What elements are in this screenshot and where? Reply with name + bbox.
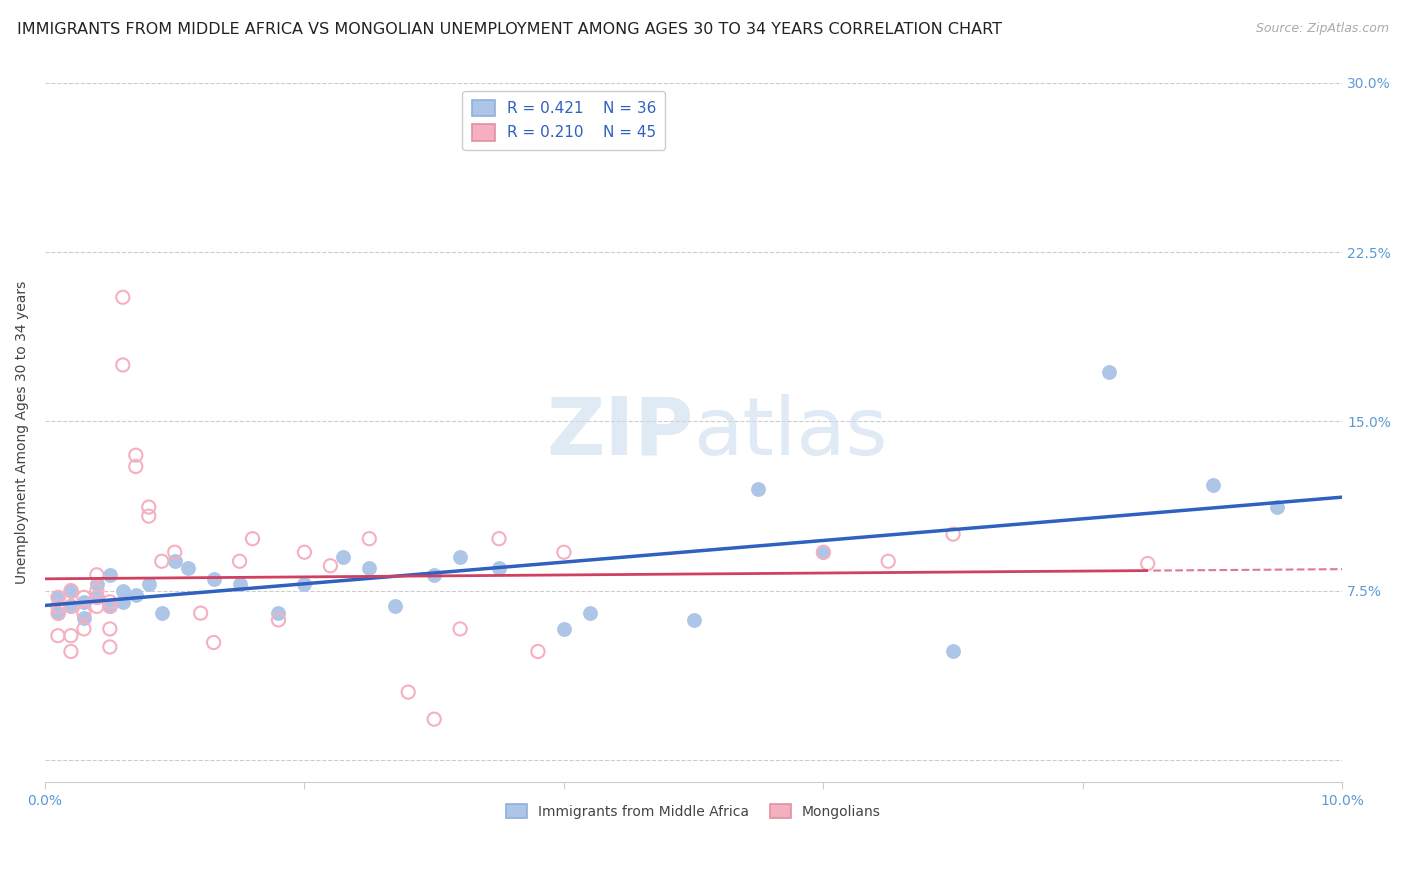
Point [73,595,96,609]
Text: IMMIGRANTS FROM MIDDLE AFRICA VS MONGOLIAN UNEMPLOYMENT AMONG AGES 30 TO 34 YEAR: IMMIGRANTS FROM MIDDLE AFRICA VS MONGOLI… [17,22,1002,37]
Point [138,500,160,514]
Point [294,545,316,559]
Point [46,629,69,643]
Point [942,644,965,658]
Point [267,606,290,620]
Point [449,622,471,636]
Point [111,290,134,304]
Point [396,685,419,699]
Point [59,583,82,598]
Point [59,583,82,598]
Point [163,554,186,568]
Point [46,606,69,620]
Point [86,576,108,591]
Point [73,622,96,636]
Point [423,567,446,582]
Point [579,606,602,620]
Point [98,595,121,609]
Point [359,561,381,575]
Point [488,532,510,546]
Point [228,576,250,591]
Point [111,595,134,609]
Point [86,567,108,582]
Point [59,599,82,614]
Point [877,554,900,568]
Point [125,459,148,474]
Point [59,629,82,643]
Point [682,613,704,627]
Point [46,606,69,620]
Point [111,358,134,372]
Point [1098,365,1121,379]
Point [59,644,82,658]
Text: ZIP: ZIP [547,393,693,472]
Point [1267,500,1289,514]
Point [98,640,121,654]
Point [813,545,835,559]
Point [163,545,186,559]
Text: atlas: atlas [693,393,889,472]
Point [150,554,173,568]
Point [1201,477,1223,491]
Point [73,610,96,624]
Point [423,712,446,726]
Text: Source: ZipAtlas.com: Source: ZipAtlas.com [1256,22,1389,36]
Point [59,599,82,614]
Point [319,558,342,573]
Point [942,527,965,541]
Point [46,591,69,605]
Point [449,549,471,564]
Point [86,591,108,605]
Point [98,599,121,614]
Point [73,606,96,620]
Point [138,576,160,591]
Point [125,588,148,602]
Point [98,622,121,636]
Point [150,606,173,620]
Point [86,583,108,598]
Point [1136,557,1159,571]
Point [98,599,121,614]
Point [359,532,381,546]
Point [202,635,225,649]
Point [125,448,148,462]
Point [228,554,250,568]
Point [332,549,354,564]
Point [527,644,550,658]
Point [747,482,769,496]
Y-axis label: Unemployment Among Ages 30 to 34 years: Unemployment Among Ages 30 to 34 years [15,281,30,584]
Legend: Immigrants from Middle Africa, Mongolians: Immigrants from Middle Africa, Mongolian… [501,798,886,824]
Point [488,561,510,575]
Point [553,622,575,636]
Point [202,572,225,586]
Point [813,545,835,559]
Point [384,599,406,614]
Point [294,576,316,591]
Point [111,583,134,598]
Point [267,613,290,627]
Point [86,599,108,614]
Point [46,599,69,614]
Point [98,567,121,582]
Point [242,532,264,546]
Point [553,545,575,559]
Point [138,509,160,524]
Point [176,561,198,575]
Point [86,591,108,605]
Point [190,606,212,620]
Point [46,591,69,605]
Point [73,591,96,605]
